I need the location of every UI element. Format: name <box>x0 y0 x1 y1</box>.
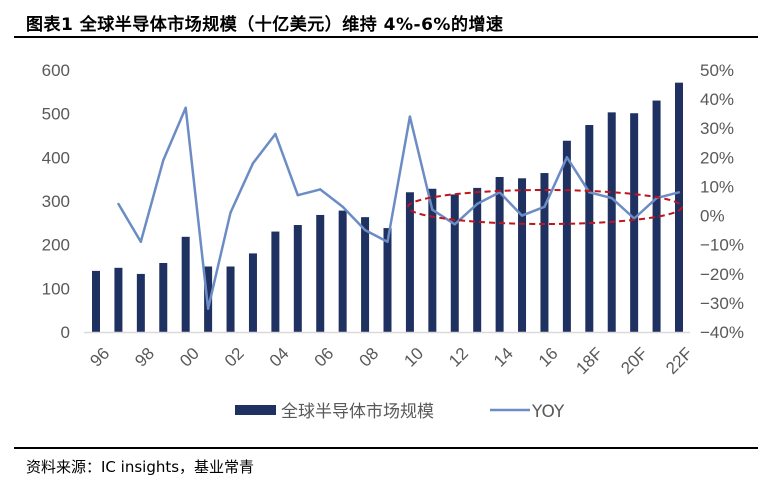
x-axis-tick: 08 <box>356 344 383 371</box>
yoy-point-15 <box>431 208 434 211</box>
yoy-point-6 <box>229 211 232 214</box>
x-axis-tick: 96 <box>86 344 113 371</box>
footer-divider <box>14 447 758 449</box>
left-axis-tick: 300 <box>42 192 70 211</box>
bar-cat17 <box>473 187 482 332</box>
bar-02 <box>226 266 235 332</box>
right-axis-tick: 50% <box>700 61 734 80</box>
right-axis-tick: −40% <box>700 323 744 342</box>
right-axis-tick: 30% <box>700 119 734 138</box>
bar-14 <box>495 176 504 332</box>
x-axis-tick: 22F <box>662 344 696 378</box>
bar-96 <box>92 270 100 332</box>
bar-cat3 <box>159 263 168 332</box>
chart-title: 图表1 全球半导体市场规模（十亿美元）维持 4%-6%的增速 <box>26 15 504 35</box>
left-axis-tick: 200 <box>42 236 70 255</box>
legend-bar-label: 全球半导体市场规模 <box>281 402 434 422</box>
bar-cat19 <box>518 178 527 332</box>
yoy-point-2 <box>139 240 143 243</box>
left-axis-tick: 500 <box>42 105 70 124</box>
bar-00 <box>181 236 190 332</box>
bar-04 <box>271 231 280 332</box>
yoy-point-9 <box>296 193 300 197</box>
yoy-point-1 <box>117 202 120 206</box>
yoy-point-5 <box>206 307 210 310</box>
bar-cat7 <box>248 253 257 332</box>
left-axis-tick: 100 <box>42 279 70 298</box>
yoy-point-4 <box>184 106 187 110</box>
yoy-point-14 <box>408 115 412 118</box>
legend-bar-swatch <box>235 405 276 415</box>
right-axis-tick: −10% <box>700 236 744 255</box>
x-axis-tick: 06 <box>311 344 338 371</box>
bar-16 <box>540 173 549 332</box>
x-axis-tick: 10 <box>400 344 427 371</box>
highlight-ellipse <box>407 189 683 225</box>
bar-cat1 <box>114 267 123 332</box>
bar-12 <box>450 194 459 332</box>
left-axis-tick: 0 <box>61 323 70 342</box>
source-note: 资料来源：IC insights，基业常青 <box>26 458 255 476</box>
x-axis-tick: 20F <box>617 344 651 378</box>
bar-10 <box>405 192 414 332</box>
bar-22F <box>675 82 683 332</box>
yoy-point-19 <box>520 214 524 217</box>
x-axis-tick: 02 <box>221 344 248 371</box>
x-axis-tick: 98 <box>131 344 158 371</box>
yoy-point-8 <box>274 132 277 136</box>
x-axis-tick: 14 <box>490 344 517 371</box>
bar-cat21 <box>562 140 571 332</box>
bar-06 <box>316 214 325 332</box>
right-axis-tick: −30% <box>700 294 744 313</box>
right-axis-tick: 10% <box>700 177 734 196</box>
right-axis-tick: −20% <box>700 265 744 284</box>
x-axis-tick: 18F <box>572 344 606 378</box>
yoy-point-3 <box>162 159 165 162</box>
x-axis-tick: 12 <box>445 344 472 371</box>
bar-cat9 <box>293 225 302 332</box>
bar-98 <box>136 273 145 332</box>
yoy-point-16 <box>453 223 456 226</box>
left-axis-tick: 400 <box>42 148 70 167</box>
yoy-point-10 <box>319 188 322 191</box>
yoy-point-17 <box>475 202 479 206</box>
bar-20F <box>630 113 639 332</box>
x-axis-tick: 16 <box>535 344 562 371</box>
right-axis-tick: 0% <box>700 207 725 226</box>
bar-cat13 <box>383 228 392 332</box>
yoy-point-23 <box>610 196 613 200</box>
right-axis-tick: 40% <box>700 90 734 109</box>
x-axis-tick: 04 <box>266 344 293 371</box>
bar-cat15 <box>428 188 437 332</box>
x-axis-tick: 00 <box>176 344 203 371</box>
legend-line-label: YOY <box>531 402 565 422</box>
bar-cat25 <box>652 100 661 332</box>
yoy-point-12 <box>363 228 367 232</box>
title-divider <box>14 36 758 38</box>
bar-08 <box>361 217 370 332</box>
yoy-point-11 <box>341 205 344 209</box>
yoy-point-21 <box>565 156 569 159</box>
right-axis-tick: 20% <box>700 148 734 167</box>
yoy-line <box>117 106 680 310</box>
bar-18F <box>585 125 594 333</box>
yoy-point-20 <box>543 205 546 209</box>
bar-cat11 <box>338 210 347 332</box>
yoy-point-13 <box>386 240 389 243</box>
yoy-point-26 <box>677 191 681 194</box>
left-axis-tick: 600 <box>42 61 70 80</box>
yoy-point-7 <box>251 161 255 165</box>
